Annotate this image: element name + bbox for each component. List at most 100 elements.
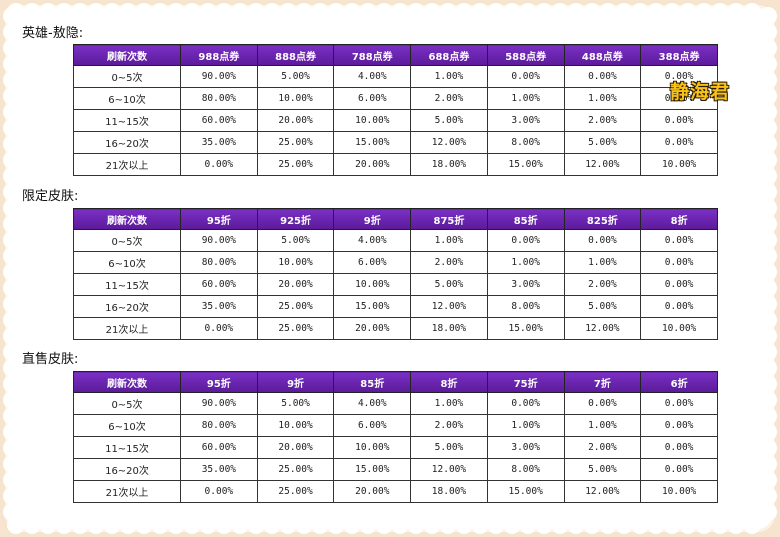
scallop-dot	[519, 3, 537, 21]
scallop-dot	[119, 516, 137, 534]
probability-cell: 0.00%	[640, 273, 718, 296]
scallop-dot	[39, 3, 57, 21]
probability-cell: 35.00%	[180, 131, 258, 154]
table-row: 0~5次 90.00% 5.00% 4.00% 1.00% 0.00% 0.00% 0.00%	[73, 392, 718, 415]
probability-cell: 18.00%	[410, 317, 488, 340]
scallop-dot	[3, 7, 21, 25]
scallop-dot	[759, 23, 777, 41]
table-row: 11~15次 60.00% 20.00% 10.00% 5.00% 3.00% 2.00% 0…	[73, 109, 718, 132]
column-header: 988点券	[180, 44, 258, 66]
table-row: 6~10次 80.00% 10.00% 6.00% 2.00% 1.00% 1.00% 0.0…	[73, 87, 718, 110]
scallop-dot	[23, 3, 41, 21]
probability-cell: 0.00%	[486, 65, 565, 88]
column-header: 588点券	[486, 44, 565, 66]
column-header: 刷新次数	[73, 44, 181, 66]
scallop-dot	[135, 3, 153, 21]
column-header: 9折	[333, 208, 412, 230]
scallop-dot	[3, 455, 21, 473]
scallop-dot	[535, 3, 553, 21]
probability-cell: 60.00%	[180, 273, 258, 296]
scallop-dot	[407, 3, 425, 21]
scallop-dot	[759, 327, 777, 345]
scallop-dot	[295, 516, 313, 534]
scallop-dot	[55, 3, 73, 21]
scallop-dot	[551, 516, 569, 534]
scallop-dot	[743, 3, 761, 21]
probability-cell: 4.00%	[333, 65, 412, 88]
refresh-count-cell: 0~5次	[73, 392, 181, 415]
refresh-count-cell: 16~20次	[73, 131, 181, 154]
scallop-dot	[423, 516, 441, 534]
probability-cell: 0.00%	[640, 251, 718, 274]
scallop-dot	[375, 3, 393, 21]
probability-cell: 0.00%	[640, 131, 718, 154]
scallop-dot	[439, 516, 457, 534]
probability-cell: 1.00%	[410, 229, 488, 252]
scallop-dot	[599, 3, 617, 21]
probability-cell: 1.00%	[486, 414, 565, 437]
probability-cell: 20.00%	[256, 436, 335, 459]
refresh-count-cell: 0~5次	[73, 65, 181, 88]
probability-cell: 25.00%	[256, 295, 335, 318]
scallop-dot	[87, 516, 105, 534]
table-row: 0~5次 90.00% 5.00% 4.00% 1.00% 0.00% 0.00% 0.00%	[73, 229, 718, 252]
column-header: 875折	[410, 208, 488, 230]
column-header: 刷新次数	[73, 208, 181, 230]
scallop-dot	[759, 199, 777, 217]
scallop-dot	[759, 359, 777, 377]
probability-cell: 0.00%	[180, 317, 258, 340]
column-header: 888点券	[256, 44, 335, 66]
table-row: 6~10次 80.00% 10.00% 6.00% 2.00% 1.00% 1.00% 0.0…	[73, 414, 718, 437]
column-header: 488点券	[563, 44, 642, 66]
header-row: 刷新次数 95折 925折 9折 875折 85折 825折 8折	[73, 208, 718, 230]
probability-cell: 2.00%	[563, 273, 642, 296]
probability-cell: 1.00%	[563, 251, 642, 274]
probability-cell: 0.00%	[640, 392, 718, 415]
scallop-dot	[759, 119, 777, 137]
probability-cell: 12.00%	[563, 317, 642, 340]
probability-cell: 15.00%	[486, 153, 565, 176]
table-row: 11~15次 60.00% 20.00% 10.00% 5.00% 3.00% 2.00% 0…	[73, 273, 718, 296]
scallop-dot	[231, 516, 249, 534]
scallop-dot	[3, 391, 21, 409]
probability-cell: 80.00%	[180, 87, 258, 110]
scallop-dot	[151, 516, 169, 534]
scallop-dot	[343, 3, 361, 21]
probability-cell: 18.00%	[410, 153, 488, 176]
scallop-dot	[727, 3, 745, 21]
probability-cell: 8.00%	[486, 131, 565, 154]
probability-cell: 0.00%	[486, 229, 565, 252]
probability-cell: 12.00%	[410, 295, 488, 318]
scallop-dot	[391, 3, 409, 21]
scallop-dot	[759, 55, 777, 73]
scallop-dot	[759, 391, 777, 409]
scallop-dot	[3, 135, 21, 153]
scallop-dot	[71, 3, 89, 21]
scallop-dot	[759, 487, 777, 505]
probability-cell: 20.00%	[256, 273, 335, 296]
scallop-dot	[407, 516, 425, 534]
scallop-dot	[3, 503, 21, 521]
probability-cell: 5.00%	[563, 458, 642, 481]
probability-cell: 0.00%	[640, 458, 718, 481]
probability-cell: 1.00%	[563, 87, 642, 110]
column-header: 6折	[640, 371, 718, 393]
probability-cell: 25.00%	[256, 153, 335, 176]
scallop-dot	[759, 343, 777, 361]
refresh-count-cell: 21次以上	[73, 317, 181, 340]
probability-cell: 6.00%	[333, 414, 412, 437]
scallop-dot	[343, 516, 361, 534]
scallop-dot	[3, 119, 21, 137]
scallop-dot	[759, 407, 777, 425]
scallop-dot	[423, 3, 441, 21]
scallop-dot	[3, 423, 21, 441]
table-row: 11~15次 60.00% 20.00% 10.00% 5.00% 3.00% 2.00% 0…	[73, 436, 718, 459]
scallop-dot	[711, 3, 729, 21]
scallop-dot	[647, 516, 665, 534]
scallop-dot	[471, 3, 489, 21]
column-header: 8折	[640, 208, 718, 230]
probability-cell: 15.00%	[333, 295, 412, 318]
probability-cell: 0.00%	[640, 65, 718, 88]
probability-cell: 10.00%	[640, 317, 718, 340]
scallop-dot	[535, 516, 553, 534]
